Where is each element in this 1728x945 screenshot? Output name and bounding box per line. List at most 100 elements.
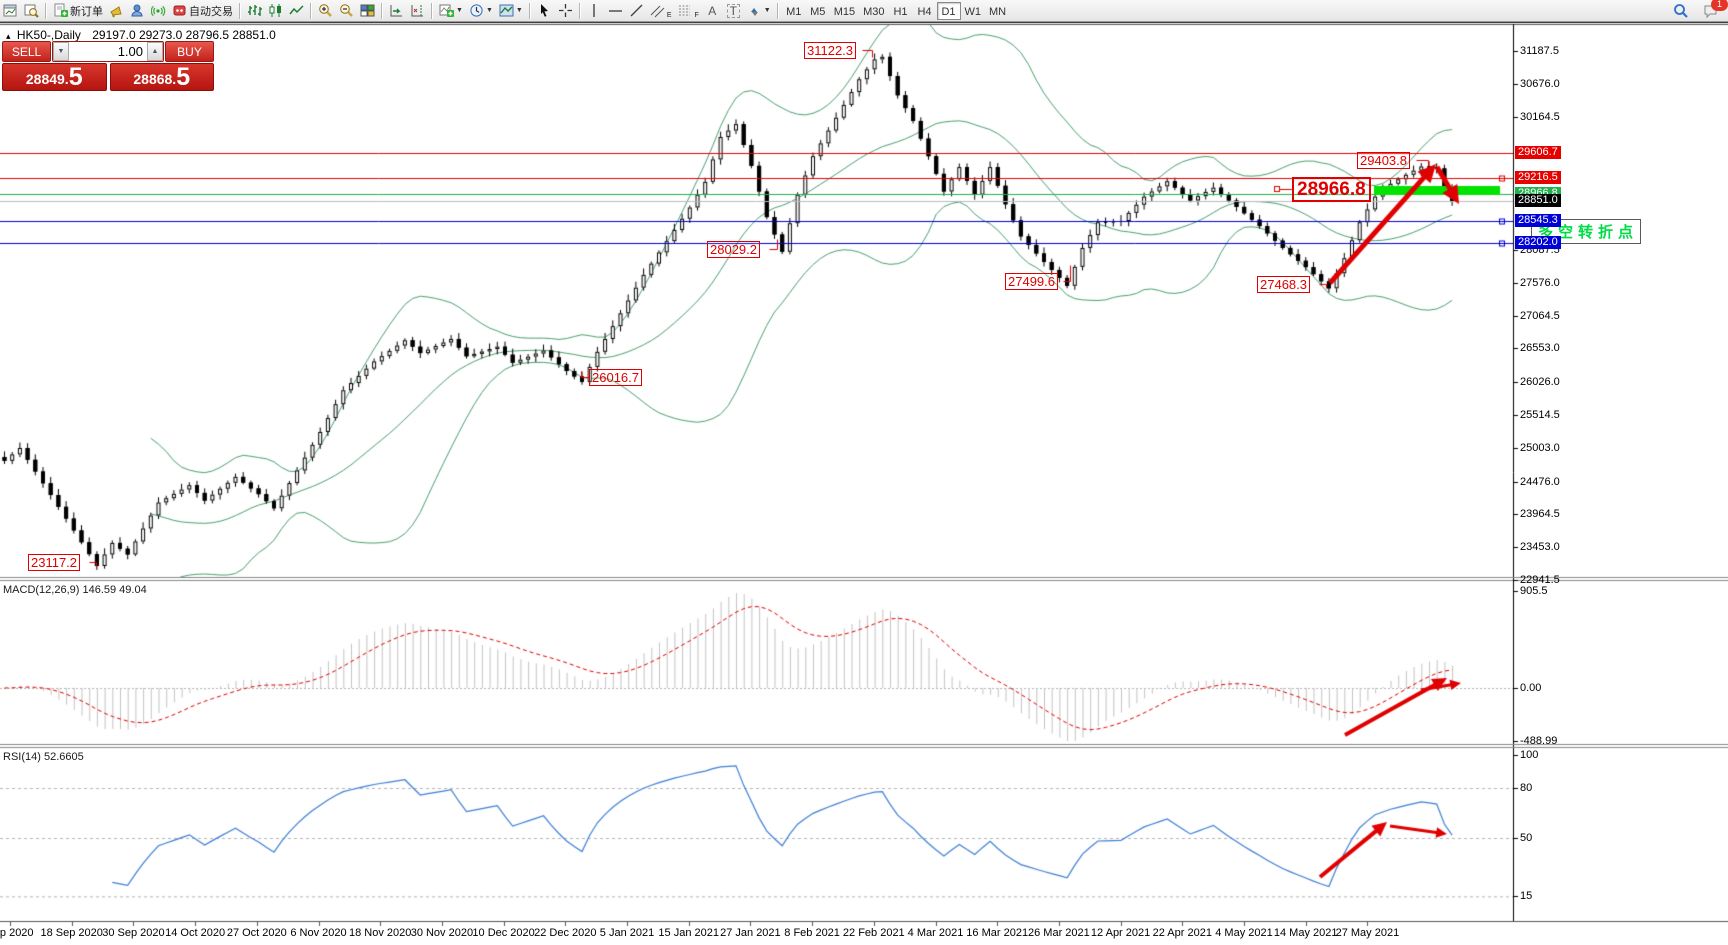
crosshair-tool-button[interactable] bbox=[555, 1, 576, 20]
price-level-label: 28851.0 bbox=[1515, 194, 1561, 208]
collapse-arrow-icon[interactable]: ▴ bbox=[6, 31, 11, 41]
auto-scroll-button[interactable] bbox=[386, 1, 407, 20]
horizontal-line-tool-button[interactable] bbox=[605, 1, 626, 20]
date-label: 27 Oct 2020 bbox=[226, 927, 287, 939]
sell-button[interactable]: SELL bbox=[2, 41, 51, 62]
tf-button-M5[interactable]: M5 bbox=[810, 5, 826, 18]
ohlc-values: 29197.0 29273.0 28796.5 28851.0 bbox=[92, 28, 276, 42]
line-chart-button[interactable] bbox=[286, 1, 307, 20]
rsi-axis-tick: 15 bbox=[1520, 890, 1533, 903]
timeframe-switcher: M1 M5 M15 M30 H1 H4 D1 W1 MN bbox=[782, 1, 1010, 20]
data-window-button[interactable] bbox=[21, 1, 42, 20]
price-axis-tick: 22941.5 bbox=[1520, 574, 1560, 586]
megaphone-button[interactable] bbox=[106, 1, 127, 20]
volume-up-button[interactable]: ▲ bbox=[147, 42, 163, 61]
toolbar: 新订单 自动交易 ▼ ▼ bbox=[0, 0, 1728, 22]
candlestick-chart-button[interactable] bbox=[265, 1, 286, 20]
macd-axis-tick: 905.5 bbox=[1520, 584, 1548, 597]
tf-button-D1[interactable]: D1 bbox=[936, 1, 961, 20]
price-callout: 27499.6 bbox=[1005, 273, 1058, 290]
date-label: 22 Apr 2021 bbox=[1152, 927, 1212, 939]
price-callout: 26016.7 bbox=[589, 369, 642, 386]
date-label: 30 Nov 2020 bbox=[410, 927, 474, 939]
periods-caret-icon: ▼ bbox=[485, 6, 493, 14]
date-label: 27 May 2021 bbox=[1335, 927, 1400, 939]
date-label: 14 Oct 2020 bbox=[165, 927, 226, 939]
price-callout: 23117.2 bbox=[28, 554, 81, 571]
vertical-line-tool-button[interactable] bbox=[584, 1, 605, 20]
community-button[interactable] bbox=[127, 1, 148, 20]
autotrade-label: 自动交易 bbox=[189, 5, 233, 18]
rsi-axis-tick: 50 bbox=[1520, 832, 1533, 844]
cursor-tool-button[interactable] bbox=[534, 1, 555, 20]
tf-button-W1[interactable]: W1 bbox=[964, 5, 982, 18]
zoom-in-button[interactable] bbox=[315, 1, 336, 20]
rsi-header: RSI(14) 52.6605 bbox=[3, 751, 84, 763]
indicators-caret-icon: ▼ bbox=[456, 6, 463, 14]
price-level-label: 28545.3 bbox=[1515, 213, 1561, 227]
macd-header: MACD(12,26,9) 146.59 49.04 bbox=[3, 584, 147, 596]
search-button[interactable] bbox=[1670, 1, 1692, 20]
shapes-tool-button[interactable]: ▼ bbox=[744, 1, 774, 20]
bar-chart-button[interactable] bbox=[244, 1, 265, 20]
chart-title: ▴ HK50-,Daily 29197.0 29273.0 28796.5 28… bbox=[6, 28, 276, 42]
label-tool-button[interactable]: T bbox=[723, 1, 744, 20]
rsi-axis-tick: 100 bbox=[1520, 748, 1539, 761]
date-label: 6 Nov 2020 bbox=[290, 927, 347, 939]
notifications-button[interactable]: 1 bbox=[1700, 0, 1728, 20]
templates-button[interactable]: ▼ bbox=[496, 1, 526, 20]
rsi-axis-tick: 80 bbox=[1520, 781, 1533, 794]
date-label: 12 Apr 2021 bbox=[1090, 927, 1151, 939]
price-level-label: 29606.7 bbox=[1515, 145, 1561, 159]
price-axis-tick: 23453.0 bbox=[1520, 541, 1560, 554]
tf-button-M1[interactable]: M1 bbox=[786, 5, 802, 18]
tf-button-M15[interactable]: M15 bbox=[833, 5, 856, 18]
fibonacci-tool-button[interactable]: F bbox=[674, 1, 701, 20]
date-label: 16 Mar 2021 bbox=[966, 927, 1029, 939]
tf-button-M30[interactable]: M30 bbox=[863, 5, 885, 18]
chart-window-button[interactable] bbox=[0, 1, 21, 20]
sell-price-display[interactable]: 28849. 5 bbox=[2, 63, 107, 91]
price-axis-tick: 27064.5 bbox=[1520, 309, 1560, 322]
symbol-period-label: HK50-,Daily bbox=[16, 28, 81, 42]
trendline-tool-button[interactable] bbox=[626, 1, 647, 20]
autotrade-button[interactable]: 自动交易 bbox=[169, 1, 236, 20]
price-axis-tick: 27576.0 bbox=[1520, 276, 1560, 289]
volume-down-button[interactable]: ▼ bbox=[53, 42, 69, 61]
buy-price-display[interactable]: 28868. 5 bbox=[109, 63, 214, 91]
text-tool-button[interactable]: A bbox=[708, 3, 717, 18]
date-label: 10 Dec 2020 bbox=[472, 927, 535, 939]
periods-button[interactable]: ▼ bbox=[466, 1, 496, 20]
price-callout: 29403.8 bbox=[1357, 152, 1410, 169]
tf-button-H4[interactable]: H4 bbox=[917, 5, 932, 18]
price-axis-tick: 23964.5 bbox=[1520, 508, 1560, 521]
date-label: 18 Sep 2020 bbox=[40, 927, 103, 939]
price-callout: 27468.3 bbox=[1257, 276, 1310, 293]
channel-tool-button[interactable]: E bbox=[647, 1, 675, 20]
date-label: 5 Jan 2021 bbox=[599, 927, 655, 939]
price-level-label: 28202.0 bbox=[1515, 235, 1561, 249]
new-order-button[interactable]: 新订单 bbox=[50, 1, 106, 20]
tile-windows-button[interactable] bbox=[357, 1, 378, 20]
price-axis-tick: 26026.0 bbox=[1520, 376, 1560, 389]
templates-caret-icon: ▼ bbox=[515, 6, 523, 14]
chart-shift-button[interactable] bbox=[407, 1, 428, 20]
signal-button[interactable] bbox=[148, 1, 169, 20]
notification-badge: 1 bbox=[1711, 0, 1728, 11]
date-label: 22 Dec 2020 bbox=[534, 927, 597, 939]
buy-button[interactable]: BUY bbox=[165, 41, 214, 62]
tf-button-H1[interactable]: H1 bbox=[893, 5, 908, 18]
zoom-out-button[interactable] bbox=[336, 1, 357, 20]
shapes-caret-icon: ▼ bbox=[763, 6, 771, 14]
indicators-button[interactable]: ▼ bbox=[436, 1, 466, 20]
fibo-f-label: F bbox=[694, 12, 699, 19]
turning-point-note: 多空转折点 bbox=[1531, 219, 1642, 244]
tf-button-MN[interactable]: MN bbox=[989, 5, 1007, 18]
volume-input[interactable] bbox=[69, 42, 147, 61]
price-axis-tick: 25003.0 bbox=[1520, 441, 1560, 454]
price-axis-tick: 24476.0 bbox=[1520, 475, 1560, 488]
date-label: 18 Nov 2020 bbox=[348, 927, 412, 939]
date-label: Sep 2020 bbox=[0, 927, 34, 939]
price-callout: 28029.2 bbox=[707, 241, 760, 258]
